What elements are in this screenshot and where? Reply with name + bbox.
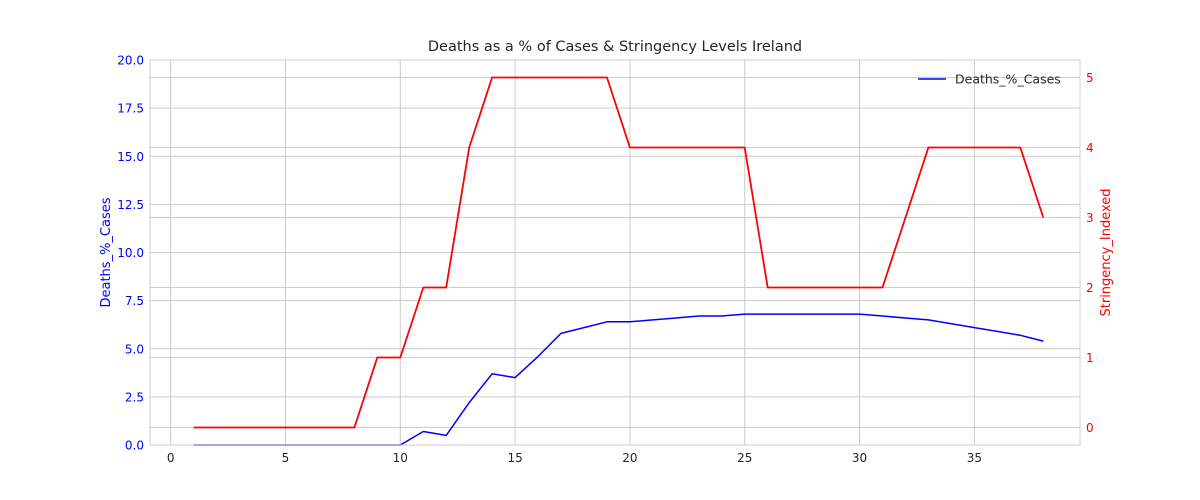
legend: Deaths_%_Cases [918, 72, 1061, 87]
right-tick-label: 0 [1086, 421, 1094, 435]
x-tick-label: 35 [967, 451, 982, 465]
x-tick-label: 30 [852, 451, 867, 465]
left-tick-label: 0.0 [125, 439, 144, 453]
plot-frame [149, 59, 1081, 446]
right-axis: 0 1 2 3 4 5 [1086, 71, 1094, 435]
left-tick-label: 15.0 [117, 150, 144, 164]
left-axis-label: Deaths_%_Cases [99, 197, 114, 307]
left-tick-label: 2.5 [125, 390, 144, 404]
right-tick-label: 4 [1086, 141, 1094, 155]
x-tick-label: 25 [737, 451, 752, 465]
x-tick-label: 10 [393, 451, 408, 465]
legend-label-deaths: Deaths_%_Cases [955, 72, 1061, 87]
right-tick-label: 1 [1086, 351, 1094, 365]
x-axis: 0 5 10 15 20 25 30 35 [167, 451, 982, 465]
right-axis-label: Stringency_Indexed [1099, 188, 1114, 316]
left-tick-label: 7.5 [125, 294, 144, 308]
left-tick-label: 12.5 [117, 198, 144, 212]
left-tick-label: 17.5 [117, 102, 144, 116]
right-tick-label: 5 [1086, 71, 1094, 85]
x-tick-label: 20 [622, 451, 637, 465]
right-tick-label: 2 [1086, 281, 1094, 295]
left-tick-label: 5.0 [125, 342, 144, 356]
right-tick-label: 3 [1086, 211, 1094, 225]
series-line-stringency [193, 76, 1045, 429]
x-tick-label: 15 [507, 451, 522, 465]
x-tick-label: 0 [167, 451, 175, 465]
chart-title: Deaths as a % of Cases & Stringency Leve… [428, 39, 802, 55]
x-tick-label: 5 [282, 451, 290, 465]
left-tick-label: 20.0 [117, 54, 144, 68]
left-axis: 0.0 2.5 5.0 7.5 10.0 12.5 15.0 17.5 20.0 [117, 54, 144, 453]
left-tick-label: 10.0 [117, 246, 144, 260]
